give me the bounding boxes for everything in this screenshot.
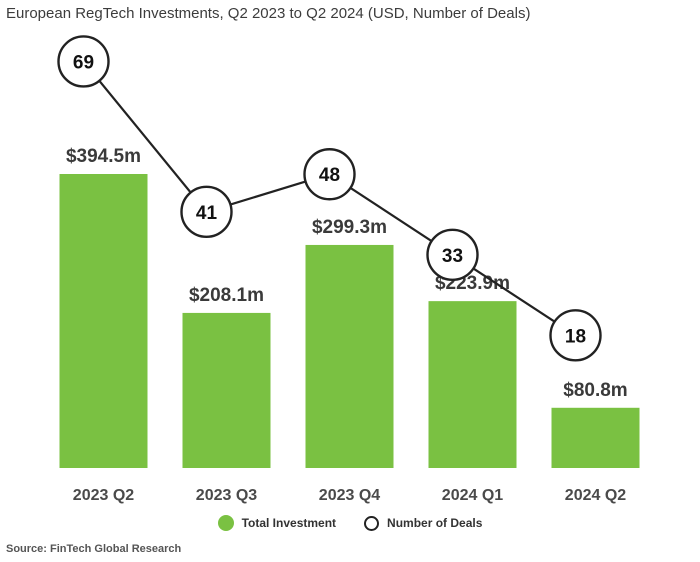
bar-1 xyxy=(182,312,271,468)
bar-value-label-4: $80.8m xyxy=(563,380,627,401)
bar-value-label-0: $394.5m xyxy=(66,146,141,167)
deals-label-2: 48 xyxy=(319,165,340,186)
deals-point-3 xyxy=(426,228,479,281)
chart-title: European RegTech Investments, Q2 2023 to… xyxy=(6,5,531,22)
category-label-3: 2024 Q1 xyxy=(442,487,503,504)
deals-point-2 xyxy=(303,148,356,201)
category-label-2: 2023 Q4 xyxy=(319,487,380,504)
deals-label-0: 69 xyxy=(73,52,94,73)
bar-3 xyxy=(428,301,517,468)
deals-point-4 xyxy=(549,309,602,362)
deals-label-1: 41 xyxy=(196,203,218,224)
legend-label-deals: Number of Deals xyxy=(387,516,483,530)
bar-2 xyxy=(305,244,394,468)
deals-point-0 xyxy=(57,35,110,88)
bar-0 xyxy=(59,174,148,468)
legend-item-investment: Total Investment xyxy=(217,515,337,531)
legend: Total Investment Number of Deals xyxy=(0,515,700,531)
legend-item-deals: Number of Deals xyxy=(364,515,483,531)
bar-value-label-1: $208.1m xyxy=(189,285,264,306)
deals-label-4: 18 xyxy=(565,326,586,347)
category-label-1: 2023 Q3 xyxy=(196,487,257,504)
chart-canvas: $394.5m 2023 Q2 $208.1m 2023 Q3 $299.3m 2023 … xyxy=(57,35,640,504)
bar-value-label-2: $299.3m xyxy=(312,217,387,238)
legend-swatch-investment xyxy=(217,515,234,531)
source-note: Source: FinTech Global Research xyxy=(6,543,182,555)
category-label-0: 2023 Q2 xyxy=(73,487,134,504)
deals-label-3: 33 xyxy=(442,246,463,267)
legend-swatch-deals xyxy=(364,515,380,531)
deals-point-1 xyxy=(180,185,233,239)
category-label-4: 2024 Q2 xyxy=(565,487,626,504)
legend-label-investment: Total Investment xyxy=(241,516,337,530)
bar-4 xyxy=(551,407,640,468)
